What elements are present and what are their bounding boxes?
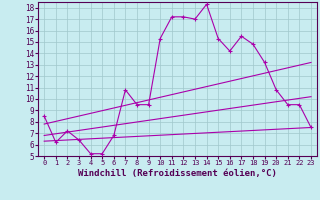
- X-axis label: Windchill (Refroidissement éolien,°C): Windchill (Refroidissement éolien,°C): [78, 169, 277, 178]
